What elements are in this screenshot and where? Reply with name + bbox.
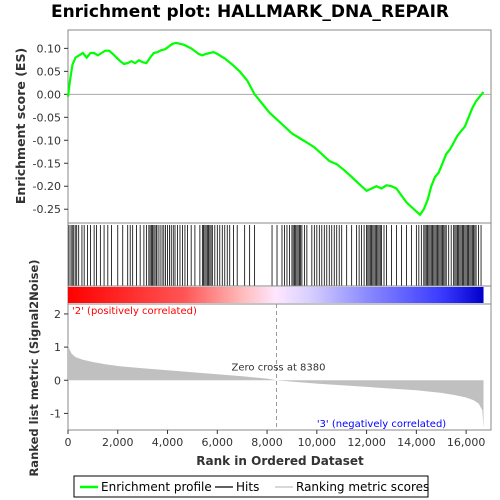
legend-hits-label: Hits [236,480,259,494]
metric-y-axis: 2 1 0 -1 [50,308,68,420]
enrichment-y-tick-label: 0.05 [37,65,62,78]
legend-box [73,475,429,498]
enrichment-panel-frame [67,29,492,224]
rank-x-tick-label: 10,000 [298,436,337,449]
enrichment-y-tick-label: -0.25 [33,203,61,216]
enrichment-y-tick-label: -0.05 [33,111,61,124]
legend: Enrichment profile Hits Ranking metric s… [73,475,429,498]
negative-correlation-label: '3' (negatively correlated) [317,419,446,430]
enrichment-profile-line [66,41,485,217]
enrichment-y-tick-label: 0.00 [37,88,62,101]
enrichment-y-tick-label: 0.10 [37,42,62,55]
hits-panel [67,222,492,287]
rank-color-bar [67,285,492,305]
enrichment-y-tick-label: -0.15 [33,157,61,170]
hits-lines [68,225,482,286]
rank-x-tick-label: 14,000 [397,436,436,449]
rank-x-tick-label: 6,000 [202,436,234,449]
metric-y-tick-label: 2 [54,308,61,321]
legend-enrichment-label: Enrichment profile [101,480,212,494]
ranking-metric-area [68,343,484,429]
rank-x-tick-label: 16,000 [447,436,486,449]
metric-x-label: Rank in Ordered Dataset [196,454,364,468]
enrichment-y-tick-label: -0.20 [33,180,61,193]
rank-x-tick-label: 12,000 [347,436,386,449]
metric-y-tick-label: 0 [54,374,61,387]
rank-x-tick-label: 2,000 [102,436,134,449]
hits-panel-frame [67,222,492,287]
zero-cross-label: Zero cross at 8380 [232,362,326,373]
rank-x-tick-label: 8,000 [251,436,283,449]
rank-x-tick-label: 0 [65,436,72,449]
color-bar-gradient [68,287,484,303]
rank-x-tick-label: 4,000 [152,436,184,449]
positive-correlation-label: '2' (positively correlated) [72,306,197,317]
metric-y-tick-label: 1 [54,341,61,354]
enrichment-y-label: Enrichment score (ES) [13,48,28,204]
metric-panel-frame [67,303,492,431]
metric-y-tick-label: -1 [50,407,61,420]
rank-x-axis: 0 2,000 4,000 6,000 8,000 10,000 12,000 14,000 1… [65,430,486,449]
ranked-metric-panel: '2' (positively correlated) '3' (negativ… [27,259,492,477]
enrichment-y-tick-label: -0.10 [33,134,61,147]
legend-metric-label: Ranking metric scores [296,480,429,494]
metric-y-label: Ranked list metric (Signal2Noise) [27,259,41,476]
enrichment-y-axis: 0.10 0.05 0.00 -0.05 -0.10 -0.15 -0.20 -0.25 [33,42,68,216]
enrichment-panel: 0.10 0.05 0.00 -0.05 -0.10 -0.15 -0.20 -0.25 En… [13,29,492,224]
chart-title: Enrichment plot: HALLMARK_DNA_REPAIR [51,2,449,22]
